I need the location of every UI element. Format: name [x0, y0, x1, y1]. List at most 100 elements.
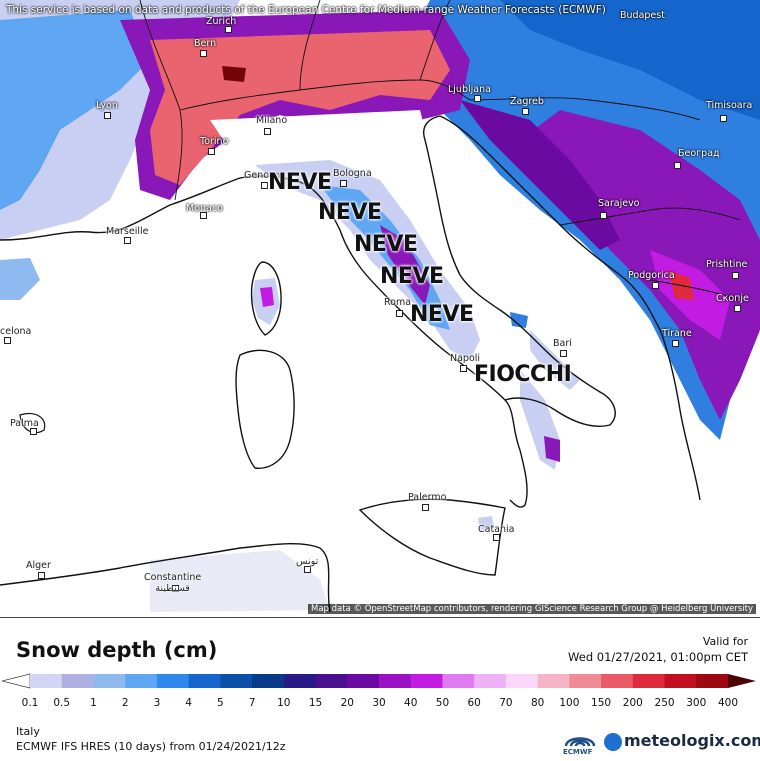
scale-tick-label: 80: [530, 697, 545, 709]
scale-tick-label: 30: [372, 697, 386, 709]
ecmwf-notice: This service is based on data and produc…: [6, 4, 606, 16]
city-marseille: Marseille: [106, 226, 149, 237]
scale-cell: [315, 674, 348, 688]
city-dot: [474, 95, 481, 102]
city-genova: Genova: [244, 170, 281, 181]
scale-tick-label: 150: [591, 697, 612, 709]
city-ljubljana: Ljubljana: [448, 84, 491, 95]
scale-cell: [410, 674, 443, 688]
snow-hungary-deep-blue: [500, 0, 760, 120]
scale-cell: [156, 674, 190, 688]
snow-atlas-faint: [150, 550, 330, 612]
city-monaco: Monaco: [186, 203, 223, 214]
scale-cell: [664, 674, 697, 688]
city-budapest: Budapest: [620, 10, 665, 21]
snow-gargano-blue: [510, 312, 528, 328]
scale-cell: [252, 674, 285, 688]
scale-cell: [537, 674, 570, 688]
scale-cell: [347, 674, 380, 688]
city-tirana: Tirane: [662, 328, 692, 339]
scale-tick-label: 7: [248, 697, 256, 709]
city-dot: [225, 26, 232, 33]
city-palma: Palma: [10, 418, 39, 429]
scale-cell: [125, 674, 158, 688]
city-roma: Roma: [384, 297, 412, 308]
city-dot: [396, 310, 403, 317]
map-attribution: Map data © OpenStreetMap contributors, r…: [308, 604, 756, 614]
scale-tick-label: 50: [435, 697, 450, 709]
national-borders: [139, 0, 741, 301]
city-dot: [422, 504, 429, 511]
scale-tick-label: 40: [404, 697, 418, 709]
city-sarajevo: Sarajevo: [598, 198, 640, 209]
city-dot: [560, 350, 567, 357]
city-dot: [732, 272, 739, 279]
legend-title: Snow depth (cm): [16, 638, 218, 662]
city-zagreb: Zagreb: [510, 96, 544, 107]
city-dot: [200, 50, 207, 57]
scale-tick-label: 1: [90, 697, 97, 709]
annotation-fiocchi: FIOCCHI: [474, 362, 572, 387]
balkan-coastline: [439, 115, 701, 501]
legend-panel: [0, 617, 760, 761]
city-constantine: Constantine قسنطينة: [144, 572, 202, 594]
snow-sila-purple: [544, 436, 560, 462]
scale-cell: [601, 674, 634, 688]
city-dot: [652, 282, 659, 289]
color-scale: [1, 673, 756, 689]
scale-cell: [220, 674, 253, 688]
city-dot: [522, 108, 529, 115]
city-alger: Alger: [26, 560, 51, 571]
city-dot: [493, 534, 500, 541]
scale-arrow-high: [728, 674, 756, 688]
city-catania: Catania: [478, 524, 515, 535]
scale-cell: [505, 674, 539, 688]
scale-arrow-low: [1, 673, 31, 689]
ecmwf-logo-label: ECMWF: [563, 748, 593, 756]
color-scale-ticks: 0.1 0.5 1 2 3 4 5 7 10 15 20 30 40 50 60 70 80 100 150 200 2…: [0, 697, 760, 711]
africa-coastline: [0, 542, 331, 613]
city-podgorica: Podgorica: [628, 270, 675, 281]
city-dot: [674, 162, 681, 169]
city-dot: [124, 237, 131, 244]
city-torino: Torino: [200, 136, 229, 147]
city-dot: [261, 182, 268, 189]
scale-cell: [379, 674, 412, 688]
meteologix-brand: meteologix.com: [624, 731, 760, 750]
scale-tick-label: 200: [622, 697, 643, 709]
scale-cell: [442, 674, 475, 688]
city-dot: [672, 340, 679, 347]
annotation-neve-2: NEVE: [318, 200, 382, 225]
italy-coastline: [0, 115, 616, 508]
snow-pyrenees-blue: [0, 258, 40, 300]
ecmwf-logo-icon: [564, 737, 596, 747]
city-dot: [30, 428, 37, 435]
scale-tick-label: 20: [340, 697, 354, 709]
city-bern: Bern: [194, 38, 217, 49]
meteologix-logo-icon: [604, 733, 622, 751]
city-milano: Milano: [256, 115, 288, 126]
city-dot: [720, 115, 727, 122]
map-canvas: [0, 0, 760, 613]
city-bari: Bari: [553, 338, 572, 349]
city-skopje: Скопје: [716, 293, 749, 304]
city-prishtine: Prishtine: [706, 259, 748, 270]
city-lyon: Lyon: [96, 100, 118, 111]
city-timisoara: Timisoara: [706, 100, 753, 111]
scale-tick-label: 5: [217, 697, 224, 709]
scale-tick-label: 3: [153, 697, 161, 709]
city-dot: [734, 305, 741, 312]
city-dot: [340, 180, 347, 187]
corsica-coastline: [250, 261, 282, 336]
city-palermo: Palermo: [408, 492, 447, 503]
snow-corsica-magenta: [260, 287, 274, 307]
city-dot: [200, 212, 207, 219]
city-dot: [172, 585, 179, 592]
snow-croatia-purple: [460, 100, 620, 250]
scale-tick-label: 250: [654, 697, 675, 709]
mallorca-coastline: [19, 412, 46, 434]
po-valley-clear: [210, 110, 430, 170]
scale-tick-label: 100: [559, 697, 580, 709]
scale-tick-label: 60: [467, 697, 481, 709]
scale-cell: [188, 674, 221, 688]
